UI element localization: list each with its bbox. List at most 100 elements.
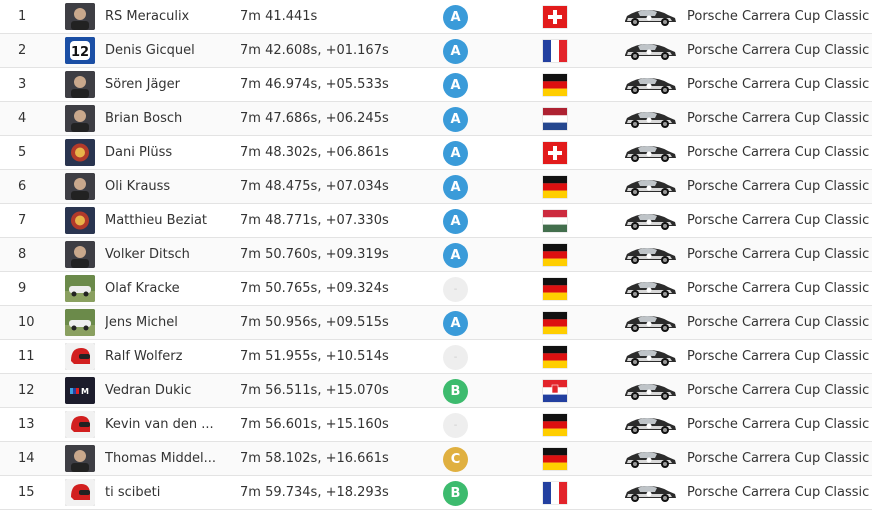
- germany-flag-icon: [543, 176, 567, 198]
- helmet-avatar[interactable]: [65, 479, 95, 506]
- lap-time: 7m 50.765s, +09.324s: [240, 281, 389, 296]
- table-row[interactable]: 13 Kevin van den ... 7m 56.601s, +15.160s -…: [0, 408, 872, 442]
- car-name[interactable]: Porsche Carrera Cup Classic: [687, 349, 870, 364]
- switzerland-flag-icon: [543, 142, 567, 164]
- license-class-badge: B: [443, 481, 468, 506]
- license-class-badge: A: [443, 107, 468, 132]
- position-number: 14: [18, 451, 35, 466]
- car-icon: [622, 312, 678, 334]
- car-name[interactable]: Porsche Carrera Cup Classic: [687, 43, 870, 58]
- car-name[interactable]: Porsche Carrera Cup Classic: [687, 417, 870, 432]
- driver-name[interactable]: Sören Jäger: [105, 77, 181, 92]
- car-name[interactable]: Porsche Carrera Cup Classic: [687, 383, 870, 398]
- photo-avatar[interactable]: [65, 173, 95, 200]
- car-name[interactable]: Porsche Carrera Cup Classic: [687, 9, 870, 24]
- france-flag-icon: [543, 482, 567, 504]
- photo-avatar[interactable]: [65, 105, 95, 132]
- m-logo-avatar[interactable]: M: [65, 377, 95, 404]
- driver-name[interactable]: Matthieu Beziat: [105, 213, 208, 228]
- car-name[interactable]: Porsche Carrera Cup Classic: [687, 77, 870, 92]
- germany-flag-icon: [543, 312, 567, 334]
- lap-time: 7m 41.441s: [240, 9, 318, 24]
- helmet-avatar[interactable]: [65, 343, 95, 370]
- table-row[interactable]: 2 12 Denis Gicquel 7m 42.608s, +01.167s A Por…: [0, 34, 872, 68]
- germany-flag-icon: [543, 448, 567, 470]
- lap-time: 7m 48.475s, +07.034s: [240, 179, 389, 194]
- lap-time: 7m 58.102s, +16.661s: [240, 451, 389, 466]
- license-class-badge: A: [443, 141, 468, 166]
- license-class-badge: C: [443, 447, 468, 472]
- car-icon: [622, 380, 678, 402]
- table-row[interactable]: 10 Jens Michel 7m 50.956s, +09.515s A Porsch…: [0, 306, 872, 340]
- table-row[interactable]: 12 M Vedran Dukic 7m 56.511s, +15.070s B Pors…: [0, 374, 872, 408]
- license-class-badge: A: [443, 5, 468, 30]
- photo-avatar[interactable]: [65, 71, 95, 98]
- driver-name[interactable]: Ralf Wolferz: [105, 349, 183, 364]
- license-class-badge: A: [443, 175, 468, 200]
- driver-name[interactable]: Brian Bosch: [105, 111, 183, 126]
- driver-name[interactable]: Jens Michel: [105, 315, 178, 330]
- logo-avatar[interactable]: [65, 139, 95, 166]
- table-row[interactable]: 6 Oli Krauss 7m 48.475s, +07.034s A Porsche …: [0, 170, 872, 204]
- driver-name[interactable]: Thomas Middel...: [105, 451, 217, 466]
- car-avatar[interactable]: [65, 309, 95, 336]
- driver-name[interactable]: Kevin van den ...: [105, 417, 214, 432]
- car-name[interactable]: Porsche Carrera Cup Classic: [687, 111, 870, 126]
- france-flag-icon: [543, 40, 567, 62]
- table-row[interactable]: 15 ti scibeti 7m 59.734s, +18.293s B Porsche…: [0, 476, 872, 510]
- helmet-avatar[interactable]: [65, 411, 95, 438]
- car-name[interactable]: Porsche Carrera Cup Classic: [687, 281, 870, 296]
- driver-name[interactable]: Olaf Kracke: [105, 281, 180, 296]
- car-name[interactable]: Porsche Carrera Cup Classic: [687, 451, 870, 466]
- license-class-badge: A: [443, 39, 468, 64]
- car-name[interactable]: Porsche Carrera Cup Classic: [687, 179, 870, 194]
- table-row[interactable]: 5 Dani Plüss 7m 48.302s, +06.861s A Porsche …: [0, 136, 872, 170]
- license-class-badge: -: [443, 345, 468, 370]
- logo-avatar[interactable]: [65, 207, 95, 234]
- number-12-avatar[interactable]: 12: [65, 37, 95, 64]
- germany-flag-icon: [543, 74, 567, 96]
- car-icon: [622, 414, 678, 436]
- photo-avatar[interactable]: [65, 241, 95, 268]
- table-row[interactable]: 7 Matthieu Beziat 7m 48.771s, +07.330s A Por…: [0, 204, 872, 238]
- table-row[interactable]: 4 Brian Bosch 7m 47.686s, +06.245s A Porsche…: [0, 102, 872, 136]
- lap-time: 7m 47.686s, +06.245s: [240, 111, 389, 126]
- croatia-flag-icon: [543, 380, 567, 402]
- photo-avatar[interactable]: [65, 445, 95, 472]
- license-class-badge: A: [443, 209, 468, 234]
- germany-flag-icon: [543, 346, 567, 368]
- driver-name[interactable]: Volker Ditsch: [105, 247, 190, 262]
- car-name[interactable]: Porsche Carrera Cup Classic: [687, 315, 870, 330]
- car-avatar[interactable]: [65, 275, 95, 302]
- table-row[interactable]: 14 Thomas Middel... 7m 58.102s, +16.661s C P…: [0, 442, 872, 476]
- table-row[interactable]: 9 Olaf Kracke 7m 50.765s, +09.324s - Porsche…: [0, 272, 872, 306]
- driver-name[interactable]: RS Meraculix: [105, 9, 190, 24]
- car-icon: [622, 74, 678, 96]
- lap-time: 7m 48.302s, +06.861s: [240, 145, 389, 160]
- germany-flag-icon: [543, 244, 567, 266]
- svg-text:M: M: [81, 387, 89, 396]
- driver-name[interactable]: Dani Plüss: [105, 145, 173, 160]
- lap-time: 7m 50.760s, +09.319s: [240, 247, 389, 262]
- driver-name[interactable]: Vedran Dukic: [105, 383, 192, 398]
- driver-name[interactable]: Denis Gicquel: [105, 43, 195, 58]
- car-icon: [622, 448, 678, 470]
- car-name[interactable]: Porsche Carrera Cup Classic: [687, 145, 870, 160]
- table-row[interactable]: 8 Volker Ditsch 7m 50.760s, +09.319s A Porsc…: [0, 238, 872, 272]
- lap-time: 7m 56.511s, +15.070s: [240, 383, 389, 398]
- car-name[interactable]: Porsche Carrera Cup Classic: [687, 485, 870, 500]
- car-name[interactable]: Porsche Carrera Cup Classic: [687, 213, 870, 228]
- driver-name[interactable]: Oli Krauss: [105, 179, 171, 194]
- license-class-badge: -: [443, 413, 468, 438]
- photo-avatar[interactable]: [65, 3, 95, 30]
- driver-name[interactable]: ti scibeti: [105, 485, 161, 500]
- table-row[interactable]: 1 RS Meraculix 7m 41.441s A Porsche Carrera …: [0, 0, 872, 34]
- car-icon: [622, 482, 678, 504]
- position-number: 11: [18, 349, 35, 364]
- car-name[interactable]: Porsche Carrera Cup Classic: [687, 247, 870, 262]
- car-icon: [622, 142, 678, 164]
- table-row[interactable]: 3 Sören Jäger 7m 46.974s, +05.533s A Porsche…: [0, 68, 872, 102]
- table-row[interactable]: 11 Ralf Wolferz 7m 51.955s, +10.514s - Porsc…: [0, 340, 872, 374]
- lap-time: 7m 59.734s, +18.293s: [240, 485, 389, 500]
